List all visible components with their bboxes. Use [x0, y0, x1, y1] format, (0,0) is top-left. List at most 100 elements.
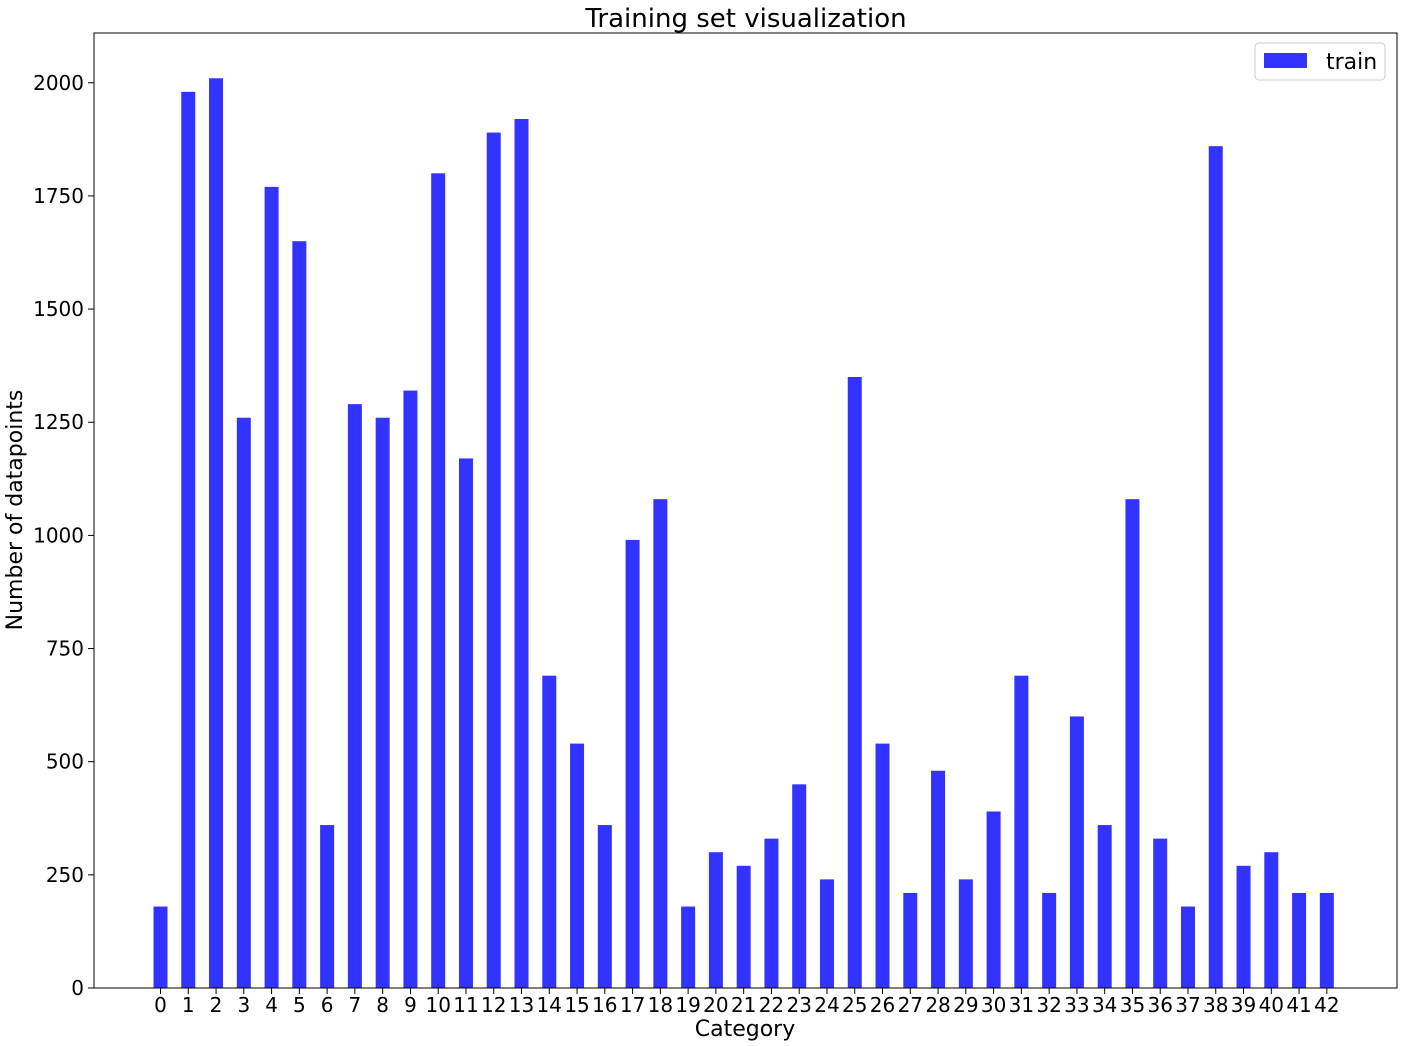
- bar-23: [792, 784, 807, 988]
- bar-13: [514, 119, 529, 988]
- x-tick-label: 42: [1314, 993, 1339, 1017]
- bar-26: [875, 743, 890, 988]
- x-tick-label: 15: [564, 993, 589, 1017]
- bar-38: [1208, 146, 1223, 988]
- x-tick-label: 36: [1147, 993, 1172, 1017]
- legend-swatch-train: [1264, 53, 1307, 68]
- bar-17: [625, 539, 640, 988]
- x-tick-label: 6: [321, 993, 334, 1017]
- x-tick-label: 9: [404, 993, 417, 1017]
- bar-39: [1236, 865, 1251, 988]
- bar-42: [1319, 892, 1334, 988]
- legend: train: [1254, 42, 1386, 81]
- bar-18: [653, 499, 668, 988]
- bar-25: [847, 376, 862, 989]
- x-tick-label: 4: [265, 993, 278, 1017]
- x-tick-label: 41: [1286, 993, 1311, 1017]
- x-tick-label: 28: [925, 993, 950, 1017]
- x-tick-label: 32: [1036, 993, 1061, 1017]
- x-tick-label: 40: [1259, 993, 1284, 1017]
- bar-11: [458, 458, 473, 988]
- plot-frame: [93, 32, 1398, 989]
- x-tick-label: 27: [898, 993, 923, 1017]
- x-tick-label: 2: [210, 993, 223, 1017]
- bar-20: [708, 852, 723, 988]
- x-tick-label: 10: [425, 993, 450, 1017]
- x-axis-label: Category: [695, 1017, 796, 1042]
- x-tick-label: 25: [842, 993, 867, 1017]
- bar-36: [1153, 838, 1168, 988]
- x-tick-label: 30: [981, 993, 1006, 1017]
- bars-group: [153, 78, 1334, 989]
- bar-15: [570, 743, 585, 988]
- x-tick-label: 38: [1203, 993, 1228, 1017]
- y-axis-ticks: 0 250 500 750 1000 1250 1500 1750 2000: [33, 71, 94, 1000]
- y-tick-label: 1000: [33, 523, 84, 547]
- x-tick-label: 26: [870, 993, 895, 1017]
- bar-24: [819, 879, 834, 988]
- y-tick-label: 1500: [33, 297, 84, 321]
- x-tick-label: 18: [648, 993, 673, 1017]
- bar-6: [320, 825, 335, 988]
- bar-22: [764, 838, 779, 988]
- bar-1: [181, 91, 196, 989]
- y-tick-label: 250: [46, 863, 84, 887]
- y-tick-label: 1250: [33, 410, 84, 434]
- y-tick-label: 500: [46, 750, 84, 774]
- x-tick-label: 21: [731, 993, 756, 1017]
- bar-31: [1014, 675, 1029, 988]
- bar-10: [431, 173, 446, 988]
- x-tick-label: 20: [703, 993, 728, 1017]
- y-tick-label: 750: [46, 637, 84, 661]
- x-tick-label: 24: [814, 993, 839, 1017]
- x-axis-ticks: 0 1 2 3 4 5 6 7 8 9 10 11 12 13 14 15 16 17 18 19 20 21 22 23 24…: [154, 988, 1340, 1017]
- x-tick-label: 34: [1092, 993, 1117, 1017]
- legend-label-train: train: [1326, 50, 1377, 75]
- bar-19: [681, 906, 696, 988]
- bar-27: [903, 892, 918, 988]
- x-tick-label: 0: [154, 993, 167, 1017]
- x-tick-label: 22: [759, 993, 784, 1017]
- legend-box: [1254, 42, 1386, 81]
- bar-35: [1125, 499, 1140, 988]
- bar-14: [542, 675, 557, 988]
- bar-28: [931, 770, 946, 988]
- x-tick-label: 33: [1064, 993, 1089, 1017]
- x-tick-label: 3: [237, 993, 250, 1017]
- x-tick-label: 16: [592, 993, 617, 1017]
- bar-16: [597, 825, 612, 988]
- x-tick-label: 23: [786, 993, 811, 1017]
- x-tick-label: 17: [620, 993, 645, 1017]
- x-tick-label: 8: [376, 993, 389, 1017]
- chart-title: Training set visualization: [584, 4, 906, 34]
- x-tick-label: 13: [509, 993, 534, 1017]
- bar-3: [236, 417, 251, 989]
- x-tick-label: 37: [1175, 993, 1200, 1017]
- x-tick-label: 19: [675, 993, 700, 1017]
- y-axis-label: Number of datapoints: [3, 390, 28, 631]
- x-tick-label: 14: [537, 993, 562, 1017]
- bar-34: [1097, 825, 1112, 988]
- y-tick-label: 0: [71, 976, 84, 1000]
- bar-33: [1069, 716, 1084, 988]
- bar-40: [1264, 852, 1279, 988]
- x-tick-label: 11: [453, 993, 478, 1017]
- y-tick-label: 1750: [33, 184, 84, 208]
- x-tick-label: 5: [293, 993, 306, 1017]
- bar-5: [292, 241, 307, 988]
- bar-41: [1292, 892, 1307, 988]
- x-tick-label: 1: [182, 993, 195, 1017]
- bar-29: [958, 879, 973, 988]
- bar-21: [736, 865, 751, 988]
- bar-2: [209, 78, 224, 988]
- bar-32: [1042, 892, 1057, 988]
- x-tick-label: 29: [953, 993, 978, 1017]
- bar-12: [486, 132, 501, 988]
- x-tick-label: 7: [349, 993, 362, 1017]
- bar-9: [403, 390, 418, 988]
- x-tick-label: 35: [1120, 993, 1145, 1017]
- y-tick-label: 2000: [33, 71, 84, 95]
- bar-0: [153, 906, 168, 988]
- bar-7: [347, 404, 362, 988]
